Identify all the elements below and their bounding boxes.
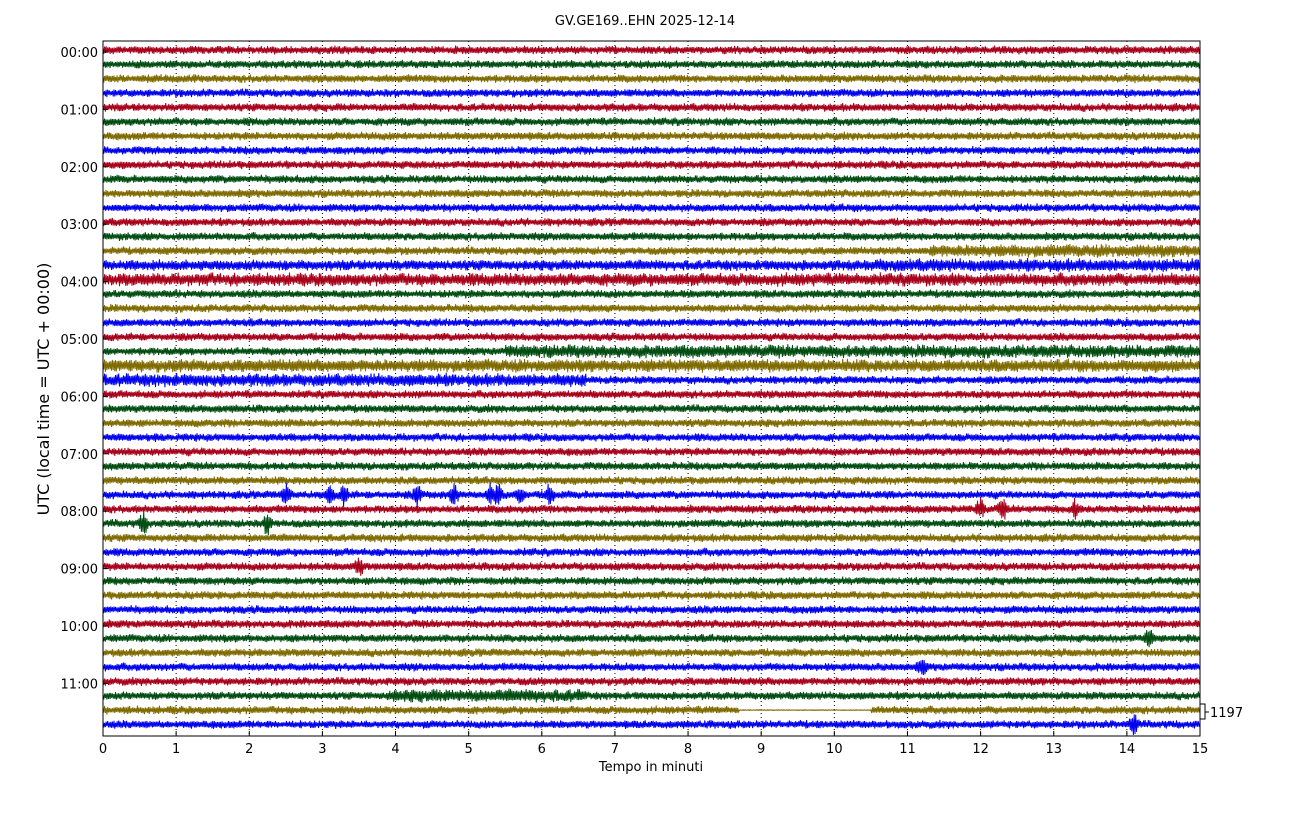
trace-line	[102, 303, 1201, 313]
x-tick-label: 5	[465, 742, 473, 757]
chart-title: GV.GE169..EHN 2025-12-14	[555, 14, 735, 29]
trace-line	[102, 188, 1201, 199]
trace-line	[102, 344, 1201, 359]
trace-line	[102, 88, 1201, 98]
x-tick-label: 12	[972, 742, 989, 757]
x-tick-label: 3	[318, 742, 326, 757]
trace-line	[102, 272, 1201, 287]
x-tick-label: 2	[245, 742, 253, 757]
trace-line	[102, 659, 1201, 676]
trace-line	[102, 547, 1201, 557]
y-tick-label: 07:00	[61, 448, 98, 463]
trace-line	[102, 497, 1201, 520]
trace-line	[102, 389, 1201, 399]
trace-line	[102, 145, 1201, 155]
trace-line	[102, 358, 1201, 374]
trace-line	[102, 533, 1201, 543]
trace-line	[102, 418, 1201, 428]
trace-line	[102, 688, 1201, 703]
trace-line	[102, 174, 1201, 184]
x-tick-label: 7	[611, 742, 619, 757]
x-tick-label: 15	[1192, 742, 1209, 757]
x-axis-label: Tempo in minuti	[598, 760, 703, 775]
y-tick-label: 11:00	[61, 677, 98, 692]
y-tick-label: 08:00	[61, 505, 98, 520]
y-tick-label: 01:00	[61, 103, 98, 118]
plot-frame	[102, 40, 1201, 737]
y-tick-label: 05:00	[61, 333, 98, 348]
trace-line	[102, 475, 1201, 486]
x-tick-label: 14	[1119, 742, 1136, 757]
trace-line	[102, 332, 1201, 342]
trace-line	[102, 45, 1201, 55]
x-tick-label: 10	[826, 742, 843, 757]
scale-bar: 1197	[1200, 703, 1243, 721]
x-tick-label: 11	[899, 742, 916, 757]
trace-line	[102, 619, 1201, 629]
traces	[102, 45, 1201, 736]
trace-line	[102, 648, 1201, 658]
trace-line	[102, 160, 1201, 170]
trace-line	[102, 102, 1201, 112]
trace-line	[102, 576, 1201, 586]
trace-line	[102, 461, 1201, 471]
trace-line	[102, 372, 1201, 388]
x-tick-label: 0	[99, 742, 107, 757]
y-tick-label: 06:00	[61, 390, 98, 405]
trace-line	[102, 59, 1201, 69]
x-tick-label: 4	[391, 742, 399, 757]
trace-line	[102, 318, 1201, 328]
grid-lines	[175, 41, 1128, 736]
trace-line	[102, 629, 1201, 648]
scale-label: 1197	[1210, 706, 1243, 721]
trace-line	[102, 510, 1201, 536]
trace-line	[102, 243, 1201, 258]
y-tick-label: 00:00	[61, 46, 98, 61]
trace-line	[102, 590, 1201, 600]
x-tick-label: 9	[757, 742, 765, 757]
y-tick-label: 09:00	[61, 563, 98, 578]
y-tick-label: 04:00	[61, 276, 98, 291]
y-tick-label: 03:00	[61, 218, 98, 233]
trace-line	[102, 705, 1201, 715]
y-axis: 00:00 01:00 02:00 03:00 04:00 05:00 06:00 07:00…	[61, 46, 108, 692]
trace-line	[102, 404, 1201, 414]
x-tick-label: 1	[172, 742, 180, 757]
trace-line	[102, 676, 1201, 687]
x-tick-label: 6	[538, 742, 546, 757]
trace-line	[102, 557, 1201, 576]
trace-line	[102, 714, 1201, 736]
trace-line	[102, 203, 1201, 213]
x-axis: 0 1 2 3 4 5 6 7 8 9 10 11 12 13 14 15	[99, 731, 1208, 757]
trace-line	[102, 432, 1201, 443]
y-tick-label: 10:00	[61, 620, 98, 635]
trace-line	[102, 74, 1201, 84]
y-tick-label: 02:00	[61, 161, 98, 176]
trace-line	[102, 131, 1201, 141]
trace-line	[102, 217, 1201, 227]
trace-line	[102, 257, 1201, 273]
trace-line	[102, 231, 1201, 242]
x-tick-label: 8	[684, 742, 692, 757]
trace-line	[102, 482, 1201, 509]
trace-line	[102, 447, 1201, 457]
trace-line	[102, 605, 1201, 615]
y-axis-label: UTC (local time = UTC + 00:00)	[34, 263, 53, 516]
x-tick-label: 13	[1045, 742, 1062, 757]
trace-line	[102, 289, 1201, 299]
trace-line	[102, 117, 1201, 127]
